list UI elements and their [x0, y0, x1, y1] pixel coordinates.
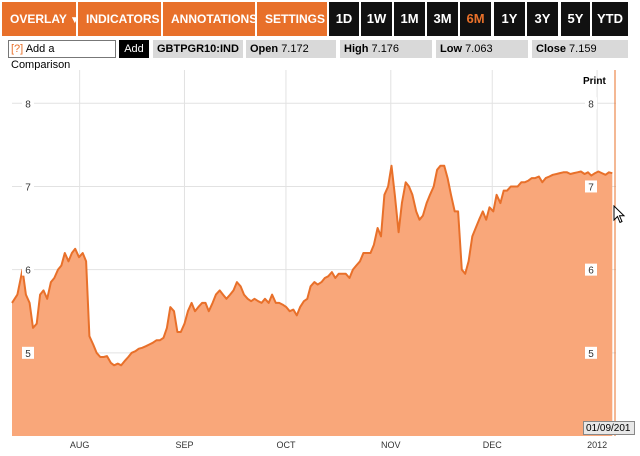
price-line: [11, 164, 613, 367]
indicators-label: INDICATORS: [86, 12, 160, 26]
close-value: 7.159: [569, 43, 597, 55]
settings-label: SETTINGS: [265, 12, 326, 26]
date-readout: 01/09/201: [583, 421, 635, 435]
range-1d-button[interactable]: 1D: [329, 2, 359, 36]
range-3y-button[interactable]: 3Y: [527, 2, 558, 36]
high-value: 7.176: [371, 43, 400, 55]
x-tick-label: DEC: [483, 440, 503, 450]
range-5y-button[interactable]: 5Y: [561, 2, 590, 36]
range-ytd-button[interactable]: YTD: [592, 2, 628, 36]
add-comparison-label: Add a Comparison: [11, 43, 71, 71]
y-tick-label-bg: [585, 97, 597, 110]
y-tick-label-left: 7: [25, 182, 31, 193]
open-label: Open: [250, 43, 279, 55]
ticker-label: GBTPGR10:IND: [157, 43, 239, 55]
y-tick-label-bg: [22, 346, 34, 359]
overlay-menu-button[interactable]: OVERLAY ▼: [2, 2, 80, 36]
range-3m-button[interactable]: 3M: [427, 2, 458, 36]
chart-toolbar: OVERLAY▼ INDICATORS▼ ANNOTATIONS▼ SETTIN…: [0, 0, 640, 38]
x-tick-label: AUG: [70, 440, 90, 450]
ticker-symbol: GBTPGR10:IND: [153, 40, 243, 58]
x-tick-label: NOV: [381, 440, 401, 450]
y-axis-left-labels: 5 6 7 8: [22, 97, 34, 360]
close-stat: Close 7.159: [532, 40, 628, 58]
x-tick-label: SEP: [175, 440, 193, 450]
y-tick-label-right: 5: [588, 349, 594, 360]
y-tick-label-bg: [585, 346, 597, 359]
range-6m-button[interactable]: 6M: [460, 2, 491, 36]
y-tick-label-right: 7: [588, 182, 594, 193]
open-stat: Open 7.172: [246, 40, 336, 58]
print-link[interactable]: Print: [583, 76, 606, 87]
add-comparison-field[interactable]: [?] Add a Comparison: [8, 40, 116, 71]
y-tick-label-right: 8: [588, 99, 594, 110]
help-icon[interactable]: [?]: [11, 43, 24, 55]
high-label: High: [344, 43, 369, 55]
y-axis-right-labels: 5 6 7 8: [585, 97, 597, 360]
y-tick-label-left: 6: [25, 266, 31, 277]
mouse-pointer-icon: [613, 205, 626, 224]
chevron-down-icon: ▼: [69, 15, 80, 26]
settings-menu-button[interactable]: SETTINGS▼: [257, 2, 338, 36]
y-tick-label-bg: [585, 180, 597, 193]
annotations-menu-button[interactable]: ANNOTATIONS▼: [163, 2, 270, 36]
x-tick-label: 2012: [587, 440, 607, 450]
overlay-label: OVERLAY: [10, 12, 67, 26]
add-comparison-button[interactable]: Add: [119, 40, 149, 58]
x-axis-labels: AUG SEP OCT NOV DEC 2012: [70, 440, 607, 450]
close-label: Close: [536, 43, 566, 55]
price-chart[interactable]: 5 6 7 8 5 6 7 8 AUG SEP OCT NOV DEC 2012: [0, 62, 640, 456]
x-tick-label: OCT: [276, 440, 296, 450]
high-stat: High 7.176: [340, 40, 432, 58]
price-area-fill: [12, 165, 613, 436]
y-tick-label-bg: [585, 263, 597, 276]
y-tick-label-left: 8: [25, 99, 31, 110]
quote-info-bar: [?] Add a Comparison Add GBTPGR10:IND Op…: [0, 38, 640, 71]
low-stat: Low 7.063: [436, 40, 528, 58]
open-value: 7.172: [281, 43, 309, 55]
y-tick-label-bg: [22, 97, 34, 110]
y-tick-label-bg: [22, 180, 34, 193]
range-1m-button[interactable]: 1M: [394, 2, 425, 36]
low-label: Low: [440, 43, 462, 55]
range-1w-button[interactable]: 1W: [361, 2, 392, 36]
indicators-menu-button[interactable]: INDICATORS▼: [78, 2, 172, 36]
y-tick-label-bg: [22, 263, 34, 276]
low-value: 7.063: [465, 43, 493, 55]
y-tick-label-right: 6: [588, 266, 594, 277]
annotations-label: ANNOTATIONS: [171, 12, 258, 26]
range-1y-button[interactable]: 1Y: [494, 2, 525, 36]
y-tick-label-left: 5: [25, 349, 31, 360]
price-series: [11, 164, 613, 436]
